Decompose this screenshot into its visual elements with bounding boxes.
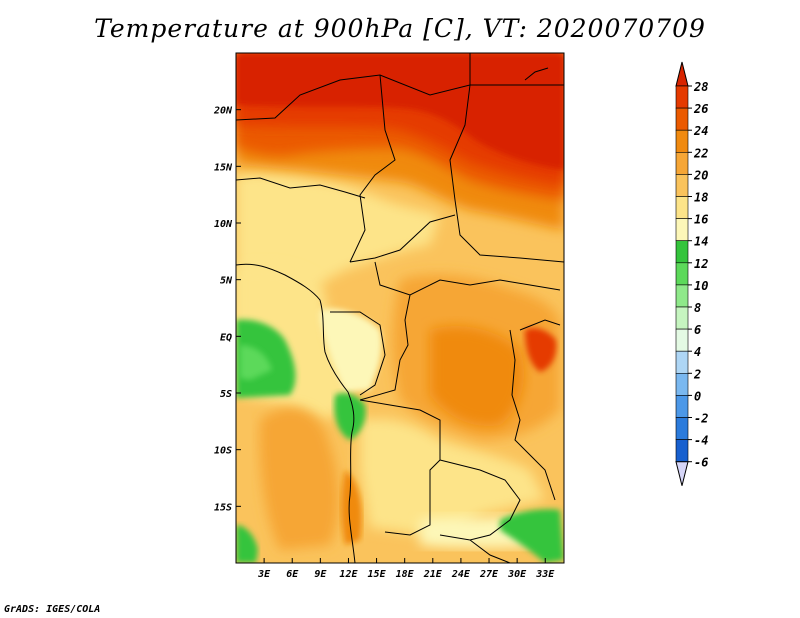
colorbar-label: -6 [694,456,708,470]
boundaries [236,53,564,563]
lon-label: 33E [535,569,555,580]
colorbar-label: 20 [693,168,708,182]
coastline [236,263,356,563]
lat-label: 15S [214,502,232,513]
colorbar-box [675,417,689,440]
lon-label: 21E [423,569,443,580]
colorbar-box [675,85,689,109]
lat-label: 5S [220,389,232,400]
colorbar-label: 18 [694,191,708,205]
lat-label: 15N [214,162,233,173]
colorbar-label: 2 [693,367,701,381]
colorbar-label: 8 [694,301,701,315]
colorbar-label: 22 [693,146,708,160]
field-16-gabon [320,308,382,392]
map-title: Temperature at 900hPa [C], VT: 202007070… [94,14,706,43]
border-zambia [439,459,521,541]
lat-label: 10N [214,219,233,230]
colorbar-box [675,328,689,352]
lon-label: 6E [286,569,299,580]
border-congo [330,311,386,396]
border-niger-chad [349,74,396,263]
border-car-north [349,214,456,263]
colorbar-label: 24 [693,124,708,138]
colorbar-label: 4 [694,345,701,359]
colorbar-label: -2 [694,412,708,426]
colorbar-box [675,395,689,418]
colorbar-box [675,262,689,286]
border-chad-sudan [449,84,564,263]
field-20-ocean [259,407,340,550]
red-sea-coast [524,67,549,81]
colorbar-box [675,439,689,463]
lat-label: 5N [220,276,233,287]
colorbar-label: 0 [694,389,701,403]
border-sahel [236,177,366,199]
colorbar-box [675,284,689,308]
colorbar-label: 14 [694,235,708,249]
lon-label: 12E [339,569,358,580]
border-car-south [374,261,561,296]
field-14-southeast [500,509,564,563]
colorbar-label: 6 [694,323,701,337]
lon-label: 27E [479,569,499,580]
border-great-lakes [509,329,556,501]
field-26-east [525,328,557,372]
lat-axis: 20N 15N 10N 5N EQ 5S 10S 15S [213,106,241,513]
grads-credit: GrADS: IGES/COLA [4,604,101,615]
colorbar-box [675,174,689,197]
colorbar-box [675,196,689,219]
colorbar-box [675,129,689,153]
lon-label: 30E [507,569,527,580]
colorbar-label: 28 [693,80,708,94]
border-drc-west [359,294,411,401]
field-14-congo-mouth [334,393,366,440]
lat-label: 20N [213,106,233,117]
colorbar-bottom-triangle [675,461,689,486]
colorbar-box [675,372,689,396]
lon-label: 3E [257,569,271,580]
lon-axis: 3E 6E 9E 12E 15E 18E 21E 24E 27E 30E 33E [257,558,555,580]
colorbar-label: -4 [694,434,708,448]
colorbar-label: 12 [694,257,708,271]
colorbar-box [675,350,689,374]
colorbar-box [675,240,689,264]
field-28-north [236,53,564,170]
field-12-gulf [240,345,272,380]
border-sahara [236,53,471,121]
colorbar-box [675,306,689,330]
lat-label: EQ [220,332,232,343]
colorbar-box [675,152,689,175]
temperature-field [236,53,564,563]
field-18-south [360,418,545,540]
lon-label: 9E [314,569,327,580]
colorbar-label: 16 [694,213,708,227]
field-22-basin [430,326,524,426]
lat-label: 10S [214,446,232,457]
lake-victoria [519,319,561,331]
lon-label: 24E [451,569,471,580]
border-zimbabwe [469,539,511,563]
colorbar-label: 10 [694,279,708,293]
colorbar-label: 26 [693,102,708,116]
field-22-angola [341,470,362,545]
colorbar-box [675,218,689,242]
map-frame [235,52,565,564]
field-14-southwest [236,525,258,563]
colorbar-box [675,107,689,131]
lon-label: 18E [396,569,415,580]
colorbar-top-triangle [675,61,689,87]
lon-label: 15E [368,569,387,580]
